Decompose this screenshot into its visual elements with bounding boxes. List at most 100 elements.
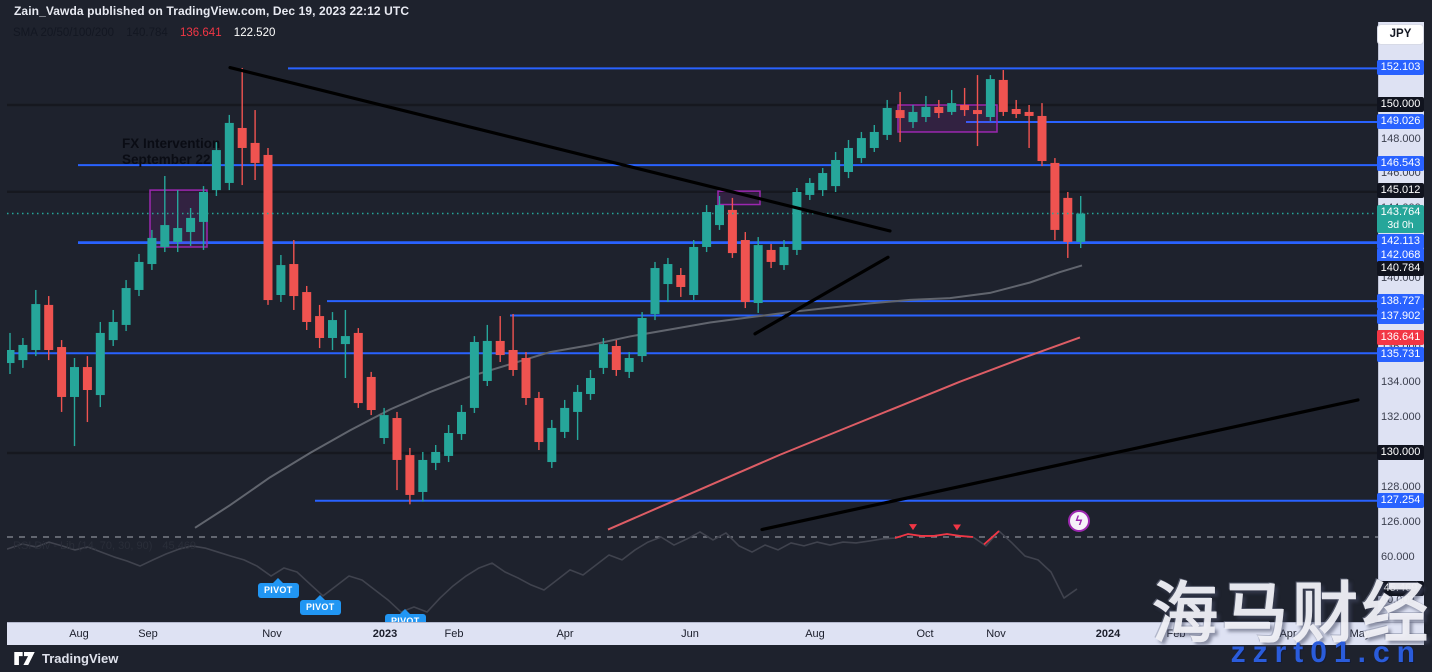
candle-body <box>805 182 815 195</box>
pivot-badge[interactable]: PIVOT <box>300 600 341 615</box>
candle-body <box>753 245 763 304</box>
candle-body <box>766 249 776 262</box>
candle-body <box>792 192 802 250</box>
candle-body <box>18 344 28 361</box>
candle-body <box>276 265 286 296</box>
candle-body <box>199 192 208 222</box>
candle-body <box>418 459 428 492</box>
candle-body <box>405 455 415 495</box>
published-caption: Zain_Vawda published on TradingView.com,… <box>14 4 410 18</box>
rsi-divergence-segment <box>894 533 974 539</box>
candle-body <box>289 264 299 297</box>
candle-body <box>727 209 737 254</box>
candle-body <box>160 225 170 247</box>
candle-body <box>715 205 724 226</box>
right-frame-strip <box>1424 0 1432 623</box>
candle-body <box>211 150 221 191</box>
candle-body <box>250 142 260 163</box>
candle-body <box>702 212 712 247</box>
candle-body <box>366 376 376 411</box>
candle-body <box>947 103 957 112</box>
rsi-value: 45.469 <box>162 540 197 552</box>
trendline[interactable] <box>228 65 892 233</box>
candle-body <box>831 159 841 187</box>
trendline[interactable] <box>753 255 890 336</box>
indicator-legend[interactable]: SMA 20/50/100/200 140.784 136.641 122.52… <box>13 27 275 39</box>
candle-body <box>147 237 157 265</box>
pivot-badge[interactable]: PIVOT <box>258 583 299 598</box>
candle-body <box>482 340 492 381</box>
candle-body <box>186 217 196 233</box>
tradingview-brand[interactable]: TradingView <box>42 651 119 666</box>
sma-line-gray[interactable] <box>194 264 1083 529</box>
left-frame-strip <box>0 0 7 623</box>
candle-body <box>1050 162 1060 230</box>
footer-bar: TradingView <box>0 645 1432 672</box>
candle-body <box>521 357 531 399</box>
candle-body <box>469 341 479 408</box>
candle-body <box>340 336 350 345</box>
candle-body <box>973 110 982 115</box>
candle-body <box>302 292 312 322</box>
candle-body <box>624 357 634 372</box>
sma50-value: 136.641 <box>180 27 222 39</box>
candle-body <box>263 154 273 301</box>
candle-body <box>134 261 144 290</box>
price-axis-strip[interactable] <box>1378 22 1424 622</box>
candle-body <box>818 173 828 191</box>
candle-body <box>985 79 995 118</box>
rsi-divergence-marker <box>953 524 961 531</box>
fx-intervention-annotation[interactable]: FX Intervention September 22 <box>122 136 220 168</box>
candle-body <box>508 349 518 371</box>
lightning-icon[interactable]: ϟ <box>1068 510 1090 532</box>
annotation-line2: September 22 <box>122 152 211 168</box>
candle-body <box>960 105 970 111</box>
candle-body <box>921 106 931 118</box>
candle-body <box>315 316 325 338</box>
candle-body <box>31 304 41 350</box>
currency-button[interactable]: JPY <box>1377 24 1424 45</box>
candle-body <box>882 107 892 135</box>
trendline[interactable] <box>760 398 1360 532</box>
candle-body <box>598 344 608 368</box>
candle-body <box>637 317 647 357</box>
title-bar: Zain_Vawda published on TradingView.com,… <box>0 0 1432 22</box>
candle-body <box>495 340 505 356</box>
sma-line-red[interactable] <box>607 336 1081 531</box>
candle-body <box>457 411 466 435</box>
candle-body <box>689 246 699 296</box>
candle-body <box>908 111 918 123</box>
candle-body <box>224 122 234 183</box>
candle-body <box>1076 213 1086 242</box>
annotation-line1: FX Intervention <box>122 136 221 151</box>
candle-body <box>586 378 595 395</box>
candle-body <box>70 367 79 397</box>
rsi-divergence-marker <box>909 524 917 531</box>
candle-body <box>5 349 15 364</box>
candle-body <box>573 391 583 412</box>
candle-body <box>856 138 866 159</box>
candle-body <box>392 418 402 460</box>
candle-body <box>328 320 337 338</box>
candle-body <box>1011 109 1021 115</box>
candle-body <box>57 347 67 397</box>
candle-body <box>869 131 879 148</box>
tradingview-logo-icon[interactable] <box>14 652 35 665</box>
candle-body <box>237 127 247 148</box>
candle-body <box>934 106 944 114</box>
sma20-value: 140.784 <box>126 27 168 39</box>
candle-body <box>779 246 789 266</box>
candle-body <box>1063 197 1073 242</box>
time-axis-strip[interactable] <box>7 622 1424 645</box>
candle-body <box>108 321 118 341</box>
candle-body <box>650 268 660 314</box>
candle-body <box>895 110 905 119</box>
candle-body <box>740 240 750 302</box>
candle-body <box>534 398 544 443</box>
sma-legend-label: SMA 20/50/100/200 <box>13 27 115 39</box>
candle-body <box>431 451 441 463</box>
rsi-indicator-legend[interactable]: RSI Div - Lib (14, 70, 30, 90) 45.469 <box>13 540 196 552</box>
candle-body <box>95 332 105 396</box>
